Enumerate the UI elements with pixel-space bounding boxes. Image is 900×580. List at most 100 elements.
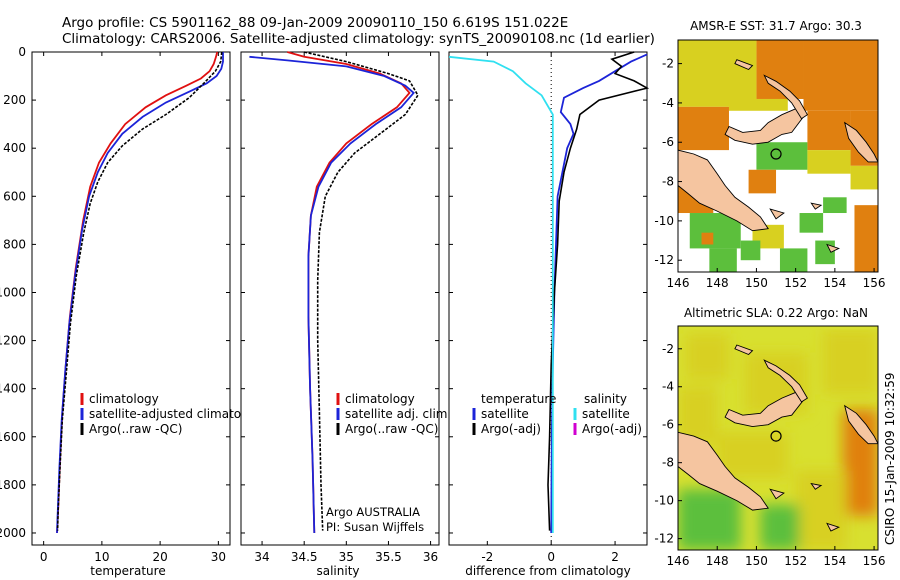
sst-map-coastline <box>769 208 785 220</box>
temperature-series-argo-raw-qc- <box>56 51 223 531</box>
salinity-legend: climatology satellite adj. clim. Argo(..… <box>336 392 451 436</box>
salinity-legend-satellite: satellite adj. clim. <box>345 407 451 421</box>
difference-xtick-label: -2 <box>481 550 493 564</box>
difference-xlabel: difference from climatology <box>465 564 631 578</box>
sst-map-xtick-label: 150 <box>745 276 768 290</box>
sst-map-cell <box>678 106 729 151</box>
sst-map-coastline <box>678 149 769 232</box>
sst-map-ytick-label: -6 <box>662 135 674 149</box>
sst-map-coastline <box>724 108 805 145</box>
sst-map-ytick-label: -2 <box>662 57 674 71</box>
difference-legend-sal-argo: Argo(-adj) <box>582 422 642 436</box>
sla-map-ytick-label: -12 <box>654 532 674 546</box>
salinity-xtick-label: 35.5 <box>375 550 402 564</box>
sla-map-ytick-label: -8 <box>662 456 674 470</box>
sla-map-coastline <box>763 359 809 403</box>
sst-map-ytick-label: -4 <box>662 96 674 110</box>
sst-map-cell <box>854 205 878 272</box>
sla-map-coastline <box>678 431 769 511</box>
figure-title-line2: Climatology: CARS2006. Satellite-adjuste… <box>62 31 655 47</box>
sst-map-xtick-label: 154 <box>823 276 846 290</box>
temperature-profile-panel: 0 10 20 30 0 200 400 600 800 1000 1200 1400 1600 1800… <box>0 45 267 578</box>
temperature-xlabel: temperature <box>90 564 165 578</box>
sla-map-cell <box>760 504 800 550</box>
sst-map-coastline <box>763 74 808 120</box>
sst-map-cell <box>823 197 847 214</box>
sst-map-coastline <box>734 59 754 71</box>
sst-map-xtick-label: 148 <box>706 276 729 290</box>
sla-map-xtick-label: 152 <box>784 554 807 568</box>
temperature-ticks: 0 10 20 30 0 200 400 600 800 1000 1200 1400 1600 1800… <box>0 45 230 564</box>
sla-map-argo-marker <box>770 430 782 442</box>
sla-map-cell <box>685 333 729 380</box>
difference-legend-sal-satellite: satellite <box>582 407 630 421</box>
sst-map-cell <box>728 98 788 111</box>
difference-xtick-label: 2 <box>611 550 619 564</box>
salinity-xtick-label: 34.5 <box>291 550 318 564</box>
salinity-series-argo-raw-qc- <box>304 51 419 531</box>
sla-map-ytick-label: -6 <box>662 418 674 432</box>
sst-map-frame <box>677 39 879 273</box>
sst-map-cell <box>740 240 761 261</box>
sla-map-coastline <box>734 344 754 356</box>
sst-map-ytick-label: -10 <box>654 214 674 228</box>
temperature-ytick-label: 2000 <box>0 526 26 540</box>
sst-map-cell <box>807 110 851 151</box>
difference-xtick-label: 0 <box>547 550 555 564</box>
difference-ticks: -2 0 2 <box>449 51 647 564</box>
difference-legend-temp-satellite: satellite <box>481 407 529 421</box>
sla-map-cell <box>823 329 878 395</box>
temperature-ytick-label: 0 <box>18 45 26 59</box>
salinity-legend-argo: Argo(..raw -QC) <box>345 422 438 436</box>
sst-map-land <box>678 59 878 253</box>
temperature-ytick-label: 200 <box>3 93 26 107</box>
sst-map-coastline <box>843 121 878 163</box>
difference-legend-header-temperature: temperature <box>481 392 556 406</box>
sla-map-ytick-label: -10 <box>654 494 674 508</box>
sla-map-xtick-label: 148 <box>706 554 729 568</box>
salinity-legend-climatology: climatology <box>345 392 415 406</box>
temperature-xtick-label: 10 <box>94 550 109 564</box>
sla-map-ytick-label: -2 <box>662 342 674 356</box>
sla-map-title: Altimetric SLA: 0.22 Argo: NaN <box>684 306 868 320</box>
sla-map-coastline <box>810 482 823 490</box>
temperature-legend-argo: Argo(..raw -QC) <box>89 422 182 436</box>
temperature-ytick-label: 1200 <box>0 334 26 348</box>
sst-map-xtick-label: 152 <box>784 276 807 290</box>
sst-map-argo-marker <box>770 148 782 160</box>
sst-map-xtick-label: 156 <box>863 276 886 290</box>
salinity-ticks: 34 34.5 35 35.5 36 <box>241 51 439 564</box>
sst-map-cell <box>815 240 835 265</box>
sst-map-ytick-label: -12 <box>654 253 674 267</box>
salinity-series-satellite-adj-clim- <box>249 55 415 534</box>
salinity-xlabel: salinity <box>316 564 359 578</box>
sla-map-coastline <box>843 404 878 445</box>
sst-map-coastline <box>826 243 840 253</box>
temperature-xtick-label: 20 <box>152 550 167 564</box>
temperature-ytick-label: 1800 <box>0 478 26 492</box>
temperature-legend-satellite: satellite-adjusted climatology <box>89 407 267 421</box>
sst-map-xtick-label: 146 <box>667 276 690 290</box>
sst-map-cell <box>756 142 808 170</box>
sla-map-ytick-label: -4 <box>662 380 674 394</box>
temperature-ytick-label: 1000 <box>0 285 26 299</box>
temperature-xtick-label: 30 <box>211 550 226 564</box>
sst-map-cell <box>799 213 824 233</box>
temperature-ytick-label: 800 <box>3 237 26 251</box>
temperature-ytick-label: 400 <box>3 141 26 155</box>
sla-map-land <box>678 344 878 532</box>
difference-series-satellite <box>448 55 554 533</box>
temperature-ytick-label: 1400 <box>0 382 26 396</box>
difference-legend-temp-argo: Argo(-adj) <box>481 422 541 436</box>
temperature-legend-climatology: climatology <box>89 392 159 406</box>
sst-map-cell <box>709 248 737 272</box>
sst-map-cell <box>779 248 808 272</box>
sst-map-cell <box>850 165 878 190</box>
temperature-plot-frame <box>31 51 231 546</box>
sst-map-ticks: 146 148 150 152 154 156 -2 -4 -6 -8 -10 -12 <box>654 57 885 290</box>
salinity-xtick-label: 35 <box>339 550 354 564</box>
sst-map-title: AMSR-E SST: 31.7 Argo: 30.3 <box>690 19 862 33</box>
difference-series-argo-adj- <box>547 51 650 531</box>
csiro-timestamp-label: CSIRO 15-Jan-2009 10:32:59 <box>883 373 897 545</box>
sst-map-panel: AMSR-E SST: 31.7 Argo: 30.3 146 148 150 152… <box>654 19 885 290</box>
